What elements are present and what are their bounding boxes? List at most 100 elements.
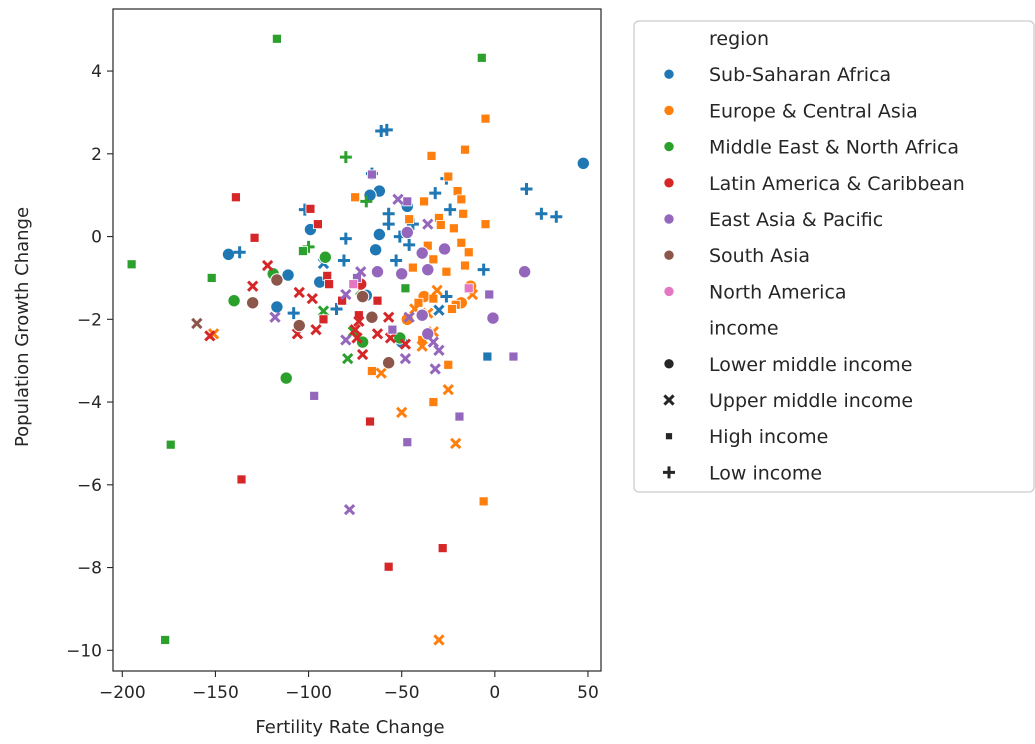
data-point [204, 330, 216, 342]
legend-marker [663, 213, 675, 225]
legend-marker [665, 432, 673, 441]
data-point [270, 300, 284, 314]
legend-marker [663, 140, 675, 153]
data-point [312, 219, 323, 230]
data-point [348, 279, 359, 290]
y-tick-label: 2 [91, 145, 102, 165]
data-point [442, 383, 454, 396]
data-point [452, 186, 463, 196]
data-point [245, 296, 260, 310]
data-point [126, 259, 137, 270]
data-point [407, 262, 418, 273]
data-point [576, 156, 591, 171]
legend-entry: Latin America & Caribbean [663, 173, 965, 195]
data-point [191, 317, 203, 330]
y-tick-label: 4 [91, 62, 102, 82]
data-point [426, 150, 437, 161]
x-tick-label: 50 [577, 683, 599, 703]
data-point [339, 151, 352, 164]
legend-entry: South Asia [663, 245, 810, 267]
data-point [403, 311, 415, 323]
data-point [343, 503, 356, 516]
legend-entry: Upper middle income [663, 390, 913, 412]
data-point [478, 496, 489, 507]
legend-marker [663, 249, 675, 261]
data-point [309, 390, 320, 401]
legend-label: Sub-Saharan Africa [709, 64, 891, 86]
data-point [249, 232, 260, 243]
legend-entry: High income [665, 426, 828, 448]
plot-area-border [112, 8, 602, 672]
data-point [440, 290, 453, 303]
data-point [355, 266, 367, 278]
data-point [247, 280, 259, 292]
data-point [402, 196, 413, 207]
data-point [433, 304, 445, 316]
x-tick-label: −50 [384, 683, 420, 703]
data-point [392, 193, 404, 205]
data-point [382, 207, 395, 220]
legend-entry: North America [663, 281, 847, 303]
data-point [390, 254, 403, 267]
data-point [367, 169, 377, 180]
data-point [433, 344, 445, 357]
data-point [416, 340, 428, 352]
data-point [463, 247, 474, 258]
legend-label: High income [709, 426, 828, 448]
data-point [395, 267, 409, 281]
data-point [387, 324, 398, 335]
data-point [281, 268, 295, 282]
legend-marker [663, 394, 675, 406]
x-axis-label: Fertility Rate Change [255, 717, 444, 738]
data-point [477, 263, 490, 276]
data-point [433, 634, 445, 646]
data-point [350, 192, 361, 203]
data-point [419, 196, 429, 207]
data-point [428, 397, 439, 407]
legend-marker [663, 104, 675, 117]
data-point [165, 439, 176, 450]
x-tick-label: 0 [489, 683, 500, 703]
legend-label: Upper middle income [709, 390, 913, 412]
legend-title: income [709, 318, 779, 340]
legend-label: Low income [709, 462, 822, 484]
data-point [399, 338, 412, 350]
data-point [261, 259, 274, 272]
legend-label: South Asia [709, 245, 810, 267]
legend-marker [663, 177, 675, 189]
y-tick-label: −4 [77, 393, 102, 413]
data-point [272, 33, 282, 44]
data-point [458, 208, 469, 219]
legend-entry: Low income [663, 462, 822, 484]
data-point [298, 246, 308, 256]
y-tick-label: 0 [91, 228, 102, 248]
data-point [221, 247, 236, 262]
data-point [269, 311, 281, 323]
data-point [236, 474, 247, 485]
data-point [454, 411, 465, 422]
data-point [456, 237, 467, 248]
data-point [381, 356, 396, 370]
legend-label: North America [709, 281, 847, 303]
data-point [365, 416, 375, 427]
data-point [305, 203, 316, 214]
data-point [460, 144, 470, 155]
data-point [317, 305, 330, 317]
data-point [427, 336, 440, 348]
data-point [428, 254, 439, 265]
data-point [443, 359, 454, 370]
data-point [456, 194, 467, 205]
data-point [371, 328, 384, 340]
y-axis-label: Population Growth Change [12, 207, 33, 447]
data-point [337, 254, 350, 267]
data-point [520, 182, 533, 195]
data-point [421, 262, 435, 277]
data-point [356, 348, 369, 361]
data-point [206, 273, 217, 283]
axes-frame [112, 8, 602, 672]
data-point [429, 187, 442, 200]
data-point [287, 307, 300, 320]
data-point [429, 363, 441, 375]
data-point [383, 311, 395, 323]
data-point [431, 284, 443, 297]
